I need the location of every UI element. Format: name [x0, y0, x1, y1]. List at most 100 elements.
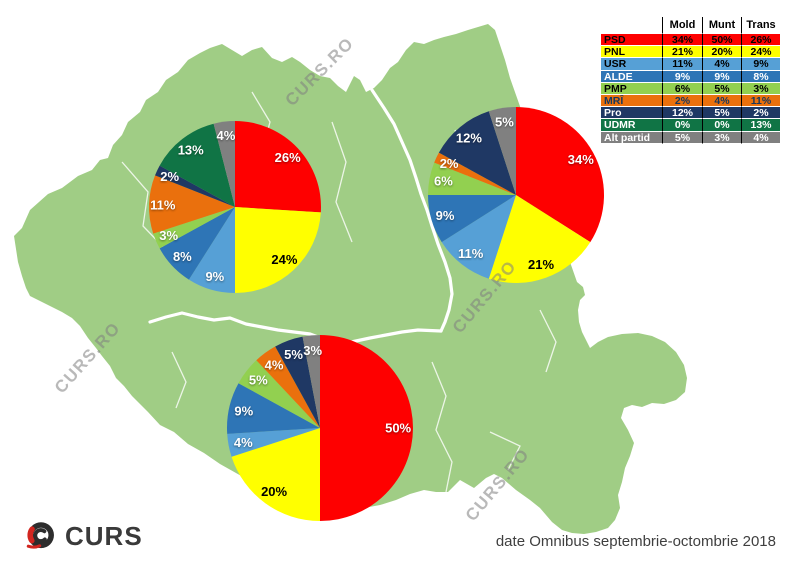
legend-party-label: PNL	[601, 46, 662, 59]
legend-value-cell: 9%	[741, 58, 780, 71]
curs-logo: CURS	[24, 519, 143, 553]
legend-value-cell: 5%	[702, 107, 741, 120]
pie-moldova: 34% 21% 11% 9% 6% 2% 12% 5%	[428, 107, 604, 283]
pie-slice-ALDE	[428, 195, 516, 243]
pie-slice-PMP	[428, 162, 516, 195]
legend-column-header: Trans	[741, 17, 780, 34]
pie-label: 5%	[249, 373, 268, 388]
legend-value-cell: 5%	[662, 131, 702, 144]
legend-value-cell: 24%	[741, 46, 780, 59]
pie-slice-Pro România	[155, 165, 235, 207]
legend-party-label: Alt partid	[601, 131, 662, 144]
legend-value-cell: 6%	[662, 82, 702, 95]
legend-party-label: MRÎ	[601, 94, 662, 108]
pie-slice-USR	[227, 428, 320, 457]
pie-slice-MRÎ	[149, 175, 235, 234]
pie-muntenia: 50%20%4%9%5%4%5% 3%	[227, 335, 413, 521]
legend-value-cell: 4%	[702, 94, 741, 108]
pie-label: 3%	[303, 343, 322, 358]
pie-slice-Pro România	[438, 111, 516, 195]
legend-value-cell: 50%	[702, 34, 741, 47]
pie-label: 4%	[265, 357, 284, 372]
legend-column-header: Munt	[702, 17, 741, 34]
pie-slice-Alt partid	[302, 335, 320, 428]
legend-value-cell: 11%	[741, 94, 780, 108]
pie-label: 9%	[234, 404, 253, 419]
legend-column-header: Mold	[662, 17, 702, 34]
legend-value-cell: 11%	[662, 58, 702, 71]
pie-slice-PNL	[488, 195, 591, 283]
legend-value-cell: 0%	[662, 119, 702, 132]
legend-value-cell: 12%	[662, 107, 702, 120]
pie-slice-PSD	[516, 107, 604, 243]
pie-slice-USR	[188, 207, 235, 293]
pie-label: 20%	[261, 484, 287, 499]
legend-party-label: PMP	[601, 82, 662, 95]
pie-label: 3%	[159, 228, 178, 243]
legend-value-cell: 3%	[741, 82, 780, 95]
legend-value-cell: 26%	[741, 34, 780, 47]
legend-value-cell: 13%	[741, 119, 780, 132]
pie-slice-Alt partid	[488, 107, 516, 195]
pie-label: 34%	[568, 152, 594, 167]
pie-slice-PSD	[235, 121, 321, 213]
pie-label: 2%	[440, 156, 459, 171]
curs-swirl-icon	[26, 522, 54, 549]
pie-slice-PNL	[235, 207, 321, 293]
legend-value-cell: 3%	[702, 131, 741, 144]
pie-slice-ALDE	[227, 383, 320, 434]
region-borders	[148, 88, 454, 346]
pie-label: 24%	[271, 252, 297, 267]
legend-table: Mold Munt Trans PSD 34% 50% 26% PNL 21% 20% 24% USR…	[601, 17, 780, 144]
pie-label: 11%	[458, 246, 484, 261]
pie-slice-PNL	[231, 428, 320, 521]
legend-value-cell: 2%	[741, 107, 780, 120]
pie-label: 5%	[284, 347, 303, 362]
legend-value-cell: 4%	[702, 58, 741, 71]
pie-transilvania: 26% 24% 9% 8% 3% 11% 2% 13% 4%	[149, 121, 321, 293]
pie-label: 5%	[495, 115, 514, 130]
pie-label: 6%	[434, 174, 453, 189]
pie-slice-USR	[441, 195, 516, 279]
legend-value-cell: 2%	[662, 94, 702, 108]
legend-party-label: ALDE	[601, 70, 662, 83]
legend-value-cell: 4%	[741, 131, 780, 144]
legend-party-label: PSD	[601, 34, 662, 47]
pie-label: 4%	[217, 128, 236, 143]
legend-value-cell: 34%	[662, 34, 702, 47]
pie-slice-Alt partid	[213, 121, 235, 207]
pie-slice-MRÎ	[434, 152, 516, 195]
pie-label: 11%	[150, 197, 176, 212]
pie-slice-ALDE	[159, 207, 235, 280]
pie-label: 4%	[234, 435, 253, 450]
legend-party-label: USR	[601, 58, 662, 71]
legend-value-cell: 20%	[702, 46, 741, 59]
legend-value-cell: 9%	[702, 70, 741, 83]
pie-slice-PSD	[320, 335, 413, 521]
source-caption: date Omnibus septembrie-octombrie 2018	[495, 533, 776, 550]
legend-value-cell: 9%	[662, 70, 702, 83]
legend-party-label: Pro România	[601, 107, 662, 120]
pie-slice-MRÎ	[256, 346, 320, 428]
pie-label: 26%	[275, 150, 301, 165]
legend-value-cell: 21%	[662, 46, 702, 59]
pie-label: 50%	[385, 421, 411, 436]
pie-label: 21%	[528, 257, 554, 272]
pie-slice-PMP	[238, 360, 320, 428]
pie-label: 12%	[456, 131, 482, 146]
pie-label: 13%	[178, 142, 204, 157]
legend-value-cell: 0%	[702, 119, 741, 132]
legend-party-label: UDMR	[601, 119, 662, 132]
pie-slice-Pro România	[275, 336, 320, 428]
pie-label: 9%	[436, 208, 455, 223]
logo-text: CURS	[65, 520, 143, 551]
pie-label: 2%	[160, 169, 179, 184]
legend-corner-cell	[601, 17, 662, 34]
legend-value-cell: 5%	[702, 82, 741, 95]
pie-slice-UDMR	[159, 123, 235, 207]
pie-label: 8%	[173, 249, 192, 264]
legend-value-cell: 8%	[741, 70, 780, 83]
pie-label: 9%	[205, 269, 224, 284]
